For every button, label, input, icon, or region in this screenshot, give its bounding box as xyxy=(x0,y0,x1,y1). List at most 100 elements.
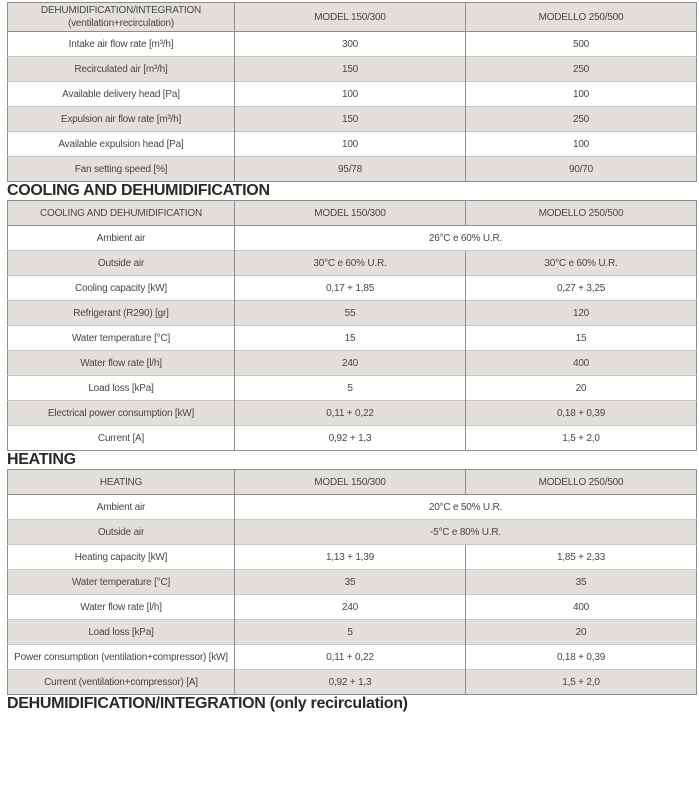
row-value: 0,18 + 0,39 xyxy=(465,400,697,426)
row-value: 35 xyxy=(465,569,697,595)
row-value: 0,27 + 3,25 xyxy=(465,275,697,301)
row-value: 1,5 + 2,0 xyxy=(465,425,697,451)
row-label: Power consumption (ventilation+compresso… xyxy=(7,644,235,670)
column-header-model-1: MODEL 150/300 xyxy=(234,2,466,32)
row-value: 1,13 + 1,39 xyxy=(234,544,466,570)
column-header-model-2: MODELLO 250/500 xyxy=(465,469,697,495)
row-value: 150 xyxy=(234,56,466,82)
row-value: 120 xyxy=(465,300,697,326)
row-value: 15 xyxy=(465,325,697,351)
row-label: Current (ventilation+compressor) [A] xyxy=(7,669,235,695)
table-row: Power consumption (ventilation+compresso… xyxy=(7,644,697,670)
column-header-parameter: COOLING AND DEHUMIDIFICATION xyxy=(7,200,235,226)
row-value: 20 xyxy=(465,375,697,401)
row-value: 20 xyxy=(465,619,697,645)
row-value: 100 xyxy=(465,81,697,107)
row-label: Load loss [kPa] xyxy=(7,619,235,645)
cooling-and-dehumidification-table: COOLING AND DEHUMIDIFICATION MODEL 150/30… xyxy=(7,200,697,451)
row-value: 5 xyxy=(234,375,466,401)
row-label: Outside air xyxy=(7,519,235,545)
dehumidification-integration-ventilation-table: DEHUMIDIFICATION/INTEGRATION (ventilatio… xyxy=(7,2,697,182)
row-label: Heating capacity [kW] xyxy=(7,544,235,570)
table-row: Ambient air 26°C e 60% U.R. xyxy=(8,225,697,251)
table-row: Available expulsion head [Pa] 100 100 xyxy=(7,131,697,157)
column-header-model-1: MODEL 150/300 xyxy=(234,469,466,495)
table-row: Electrical power consumption [kW] 0,11 + … xyxy=(7,400,697,426)
row-label: Recirculated air [m³/h] xyxy=(7,56,235,82)
row-value: 15 xyxy=(234,325,466,351)
table-row: Current [A] 0,92 + 1,3 1,5 + 2,0 xyxy=(7,425,697,451)
table-row: Cooling capacity [kW] 0,17 + 1,85 0,27 + 3… xyxy=(7,275,697,301)
heating-table: HEATING MODEL 150/300 MODELLO 250/500 Ambie… xyxy=(7,469,697,695)
row-label: Cooling capacity [kW] xyxy=(7,275,235,301)
table-row: Recirculated air [m³/h] 150 250 xyxy=(7,56,697,82)
row-value-span: 26°C e 60% U.R. xyxy=(234,225,697,251)
table-row: Current (ventilation+compressor) [A] 0,92… xyxy=(7,669,697,695)
row-value: 100 xyxy=(234,131,466,157)
table-row: Load loss [kPa] 5 20 xyxy=(7,619,697,645)
table-row: Ambient air 20°C e 50% U.R. xyxy=(8,494,697,520)
column-header-model-2: MODELLO 250/500 xyxy=(465,200,697,226)
row-value: 30°C e 60% U.R. xyxy=(465,250,697,276)
column-header-parameter: DEHUMIDIFICATION/INTEGRATION (ventilatio… xyxy=(7,2,235,32)
row-value: 100 xyxy=(465,131,697,157)
row-label: Expulsion air flow rate [m³/h] xyxy=(7,106,235,132)
row-label: Available delivery head [Pa] xyxy=(7,81,235,107)
row-label: Intake air flow rate [m³/h] xyxy=(68,38,174,50)
row-value: 0,92 + 1,3 xyxy=(234,669,466,695)
row-value: 0,11 + 0,22 xyxy=(234,400,466,426)
row-value: 300 xyxy=(234,31,466,57)
row-label: Water temperature [°C] xyxy=(7,325,235,351)
row-label: Water flow rate [l/h] xyxy=(7,594,235,620)
row-value: 400 xyxy=(465,594,697,620)
header-row: COOLING AND DEHUMIDIFICATION MODEL 150/30… xyxy=(7,200,697,226)
row-value-span: 20°C e 50% U.R. xyxy=(234,494,697,520)
header-row: HEATING MODEL 150/300 MODELLO 250/500 xyxy=(7,469,697,495)
row-value: 1,85 + 2,33 xyxy=(465,544,697,570)
table-row: Water flow rate [l/h] 240 400 xyxy=(7,594,697,620)
row-value: 1,5 + 2,0 xyxy=(465,669,697,695)
row-value: 240 xyxy=(234,594,466,620)
row-value: 0,18 + 0,39 xyxy=(465,644,697,670)
row-value: 0,17 + 1,85 xyxy=(234,275,466,301)
table-row: Load loss [kPa] 5 20 xyxy=(7,375,697,401)
row-label: Ambient air xyxy=(96,501,146,513)
row-value: 95/78 xyxy=(234,156,466,182)
row-label: Refrigerant (R290) [gr] xyxy=(7,300,235,326)
row-label: Fan setting speed [%] xyxy=(7,156,235,182)
table-row: Outside air 30°C e 60% U.R. 30°C e 60% U.R… xyxy=(7,250,697,276)
row-value: 100 xyxy=(234,81,466,107)
row-value: 35 xyxy=(234,569,466,595)
column-header-model-1: MODEL 150/300 xyxy=(234,200,466,226)
table-row: Water temperature [°C] 15 15 xyxy=(7,325,697,351)
row-value: 150 xyxy=(234,106,466,132)
row-label: Available expulsion head [Pa] xyxy=(7,131,235,157)
row-label: Water temperature [°C] xyxy=(7,569,235,595)
section-heading-cooling-and-dehumidification: COOLING AND DEHUMIDIFICATION xyxy=(7,182,270,199)
row-label: Outside air xyxy=(7,250,235,276)
table-row: Water flow rate [l/h] 240 400 xyxy=(7,350,697,376)
row-value: 240 xyxy=(234,350,466,376)
table-row: Heating capacity [kW] 1,13 + 1,39 1,85 + 2… xyxy=(7,544,697,570)
row-value: 5 xyxy=(234,619,466,645)
table-row: Available delivery head [Pa] 100 100 xyxy=(7,81,697,107)
table-row: Expulsion air flow rate [m³/h] 150 250 xyxy=(7,106,697,132)
table-row: Intake air flow rate [m³/h] 300 500 xyxy=(8,31,697,57)
row-label: Ambient air xyxy=(96,232,146,244)
table-row: Outside air -5°C e 80% U.R. xyxy=(7,519,697,545)
table-row: Refrigerant (R290) [gr] 55 120 xyxy=(7,300,697,326)
column-header-parameter: HEATING xyxy=(7,469,235,495)
row-value: 55 xyxy=(234,300,466,326)
section-heading-dehumidification-only-recirculation: DEHUMIDIFICATION/INTEGRATION (only recir… xyxy=(7,695,408,712)
row-label: Water flow rate [l/h] xyxy=(7,350,235,376)
row-value: 90/70 xyxy=(465,156,697,182)
table-row: Fan setting speed [%] 95/78 90/70 xyxy=(7,156,697,182)
row-value: 0,11 + 0,22 xyxy=(234,644,466,670)
row-value: 250 xyxy=(465,106,697,132)
row-value: 30°C e 60% U.R. xyxy=(234,250,466,276)
row-label: Current [A] xyxy=(7,425,235,451)
row-value-span: -5°C e 80% U.R. xyxy=(234,519,697,545)
row-value: 250 xyxy=(465,56,697,82)
row-value: 400 xyxy=(465,350,697,376)
